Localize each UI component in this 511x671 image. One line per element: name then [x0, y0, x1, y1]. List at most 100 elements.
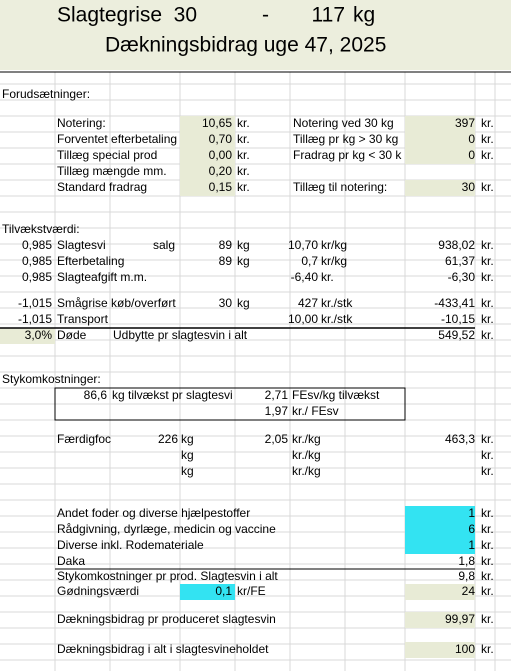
cell-text: 463,3 — [445, 432, 475, 446]
cell-text: kr. — [481, 238, 494, 252]
cell-text: Forudsætninger: — [2, 87, 90, 101]
cell-text: kr./stk — [321, 312, 353, 326]
cell-text: Efterbetaling — [57, 254, 124, 268]
cell-text: 0,985 — [22, 270, 52, 284]
cell-fill — [405, 642, 475, 658]
title-part: kg — [353, 4, 375, 27]
header-band — [0, 0, 511, 70]
cell-text: 100 — [455, 642, 475, 656]
cell-text: kg — [237, 238, 250, 252]
cell-text: kr/kg — [321, 238, 347, 252]
cell-text: Slagteafgift m.m. — [57, 270, 147, 284]
cell-text: Tilvækstværdi: — [2, 222, 80, 236]
cell-text: Daka — [57, 554, 85, 568]
cell-text: Stykomkostninger pr prod. Slagtesvin i a… — [57, 569, 278, 583]
cell-text: 1 — [468, 506, 475, 520]
cell-text: Diverse inkl. Rodemateriale — [57, 538, 204, 552]
cell-text: 0,20 — [209, 164, 233, 178]
cell-text: 89 — [219, 238, 233, 252]
cell-text: Transport — [57, 312, 109, 326]
cell-text: kr. — [481, 464, 494, 478]
cell-text: FEsv/kg tilvækst — [292, 388, 380, 402]
cell-text: Tillæg special prod — [57, 148, 157, 162]
cell-text: Dækningsbidrag i alt i slagtesvineholdet — [57, 642, 269, 656]
title-part: - — [262, 4, 269, 27]
cell-text: kg — [237, 254, 250, 268]
cell-fill — [405, 612, 475, 628]
cell-text: kr. — [481, 132, 494, 146]
cell-text: Smågrise køb/overført — [57, 296, 176, 310]
cell-text: -10,15 — [441, 312, 475, 326]
cell-text: 0,00 — [209, 148, 233, 162]
cell-text: Tillæg pr kg > 30 kg — [293, 132, 398, 146]
cell-text: Døde — [57, 328, 87, 342]
cells: Slagtegrise 30 - 117 kg Dækningsbidrag uge 47… — [2, 4, 494, 657]
cell-text: 24 — [462, 584, 476, 598]
cell-text: Forventet efterbetaling — [57, 132, 177, 146]
cell-text: -6,30 — [448, 270, 476, 284]
cell-text: kg — [181, 448, 194, 462]
cell-text: kr. — [481, 522, 494, 536]
cell-text: 10,00 — [288, 312, 318, 326]
cell-text: kr. — [237, 164, 250, 178]
cell-text: kr. — [481, 612, 494, 626]
cell-fill — [405, 584, 475, 600]
cell-text: Notering: — [57, 116, 106, 130]
cell-text: 0,7 — [301, 254, 318, 268]
cell-text: kg — [181, 464, 194, 478]
cell-text: kr./stk — [321, 296, 353, 310]
cell-text: Gødningsværdi — [57, 584, 139, 598]
cell-text: Tillæg til notering: — [293, 180, 387, 194]
cell-text: 0 — [468, 148, 475, 162]
cell-text: Tillæg mængde mm. — [57, 164, 167, 178]
cell-text: Fradrag pr kg < 30 k — [293, 148, 402, 162]
cell-fill — [405, 506, 475, 554]
cell-text: kg tilvækst pr slagtesvi — [112, 388, 233, 402]
cell-text: Standard fradrag — [57, 180, 147, 194]
cell-fill — [405, 116, 475, 164]
cell-text: kr. — [481, 116, 494, 130]
cell-text: 397 — [455, 116, 475, 130]
cell-fill — [405, 180, 475, 196]
cell-text: -433,41 — [434, 296, 475, 310]
cell-text: Andet foder og diverse hjælpestoffer — [57, 506, 250, 520]
cell-text: kr. — [481, 642, 494, 656]
cell-text: -6,40 — [291, 270, 319, 284]
cell-text: 0 — [468, 132, 475, 146]
cell-text: kr. — [481, 554, 494, 568]
cell-text: kr. — [481, 506, 494, 520]
cell-text: Dækningsbidrag pr produceret slagtesvin — [57, 612, 276, 626]
cell-text: kr. — [237, 148, 250, 162]
cell-text: kr./ FEsv — [292, 404, 339, 418]
cell-text: 89 — [219, 254, 233, 268]
cell-fill — [180, 584, 235, 600]
cell-fill — [0, 328, 55, 344]
cell-text: Stykomkostninger: — [2, 372, 101, 386]
cell-text: kr. — [321, 270, 334, 284]
cell-text: Udbytte pr slagtesvin i alt — [113, 328, 248, 342]
cell-text: 30 — [219, 296, 233, 310]
cell-text: salg — [153, 238, 175, 252]
cell-text: kr. — [237, 116, 250, 130]
cell-text: kr. — [237, 180, 250, 194]
cell-text: Notering ved 30 kg — [293, 116, 394, 130]
cell-text: 0,1 — [215, 584, 232, 598]
cell-text: kr. — [481, 254, 494, 268]
cell-text: kr. — [481, 180, 494, 194]
cell-text: 1,8 — [458, 554, 475, 568]
cell-text: 1,97 — [265, 404, 289, 418]
cell-text: Slagtesvi — [57, 238, 106, 252]
title-part: Slagtegrise — [57, 4, 162, 27]
cell-text: kr. — [481, 569, 494, 583]
feed-box — [54, 387, 406, 421]
cell-text: kr. — [481, 432, 494, 446]
cell-text: Færdigfoc — [57, 432, 111, 446]
title-part: 30 — [174, 4, 197, 27]
title-part: 117 — [312, 4, 345, 27]
cell-text: 2,71 — [265, 388, 289, 402]
cell-text: kr. — [481, 538, 494, 552]
cell-text: 226 — [158, 432, 178, 446]
cell-text: kr. — [481, 328, 494, 342]
cell-text: 0,70 — [209, 132, 233, 146]
cell-text: kg — [181, 432, 194, 446]
